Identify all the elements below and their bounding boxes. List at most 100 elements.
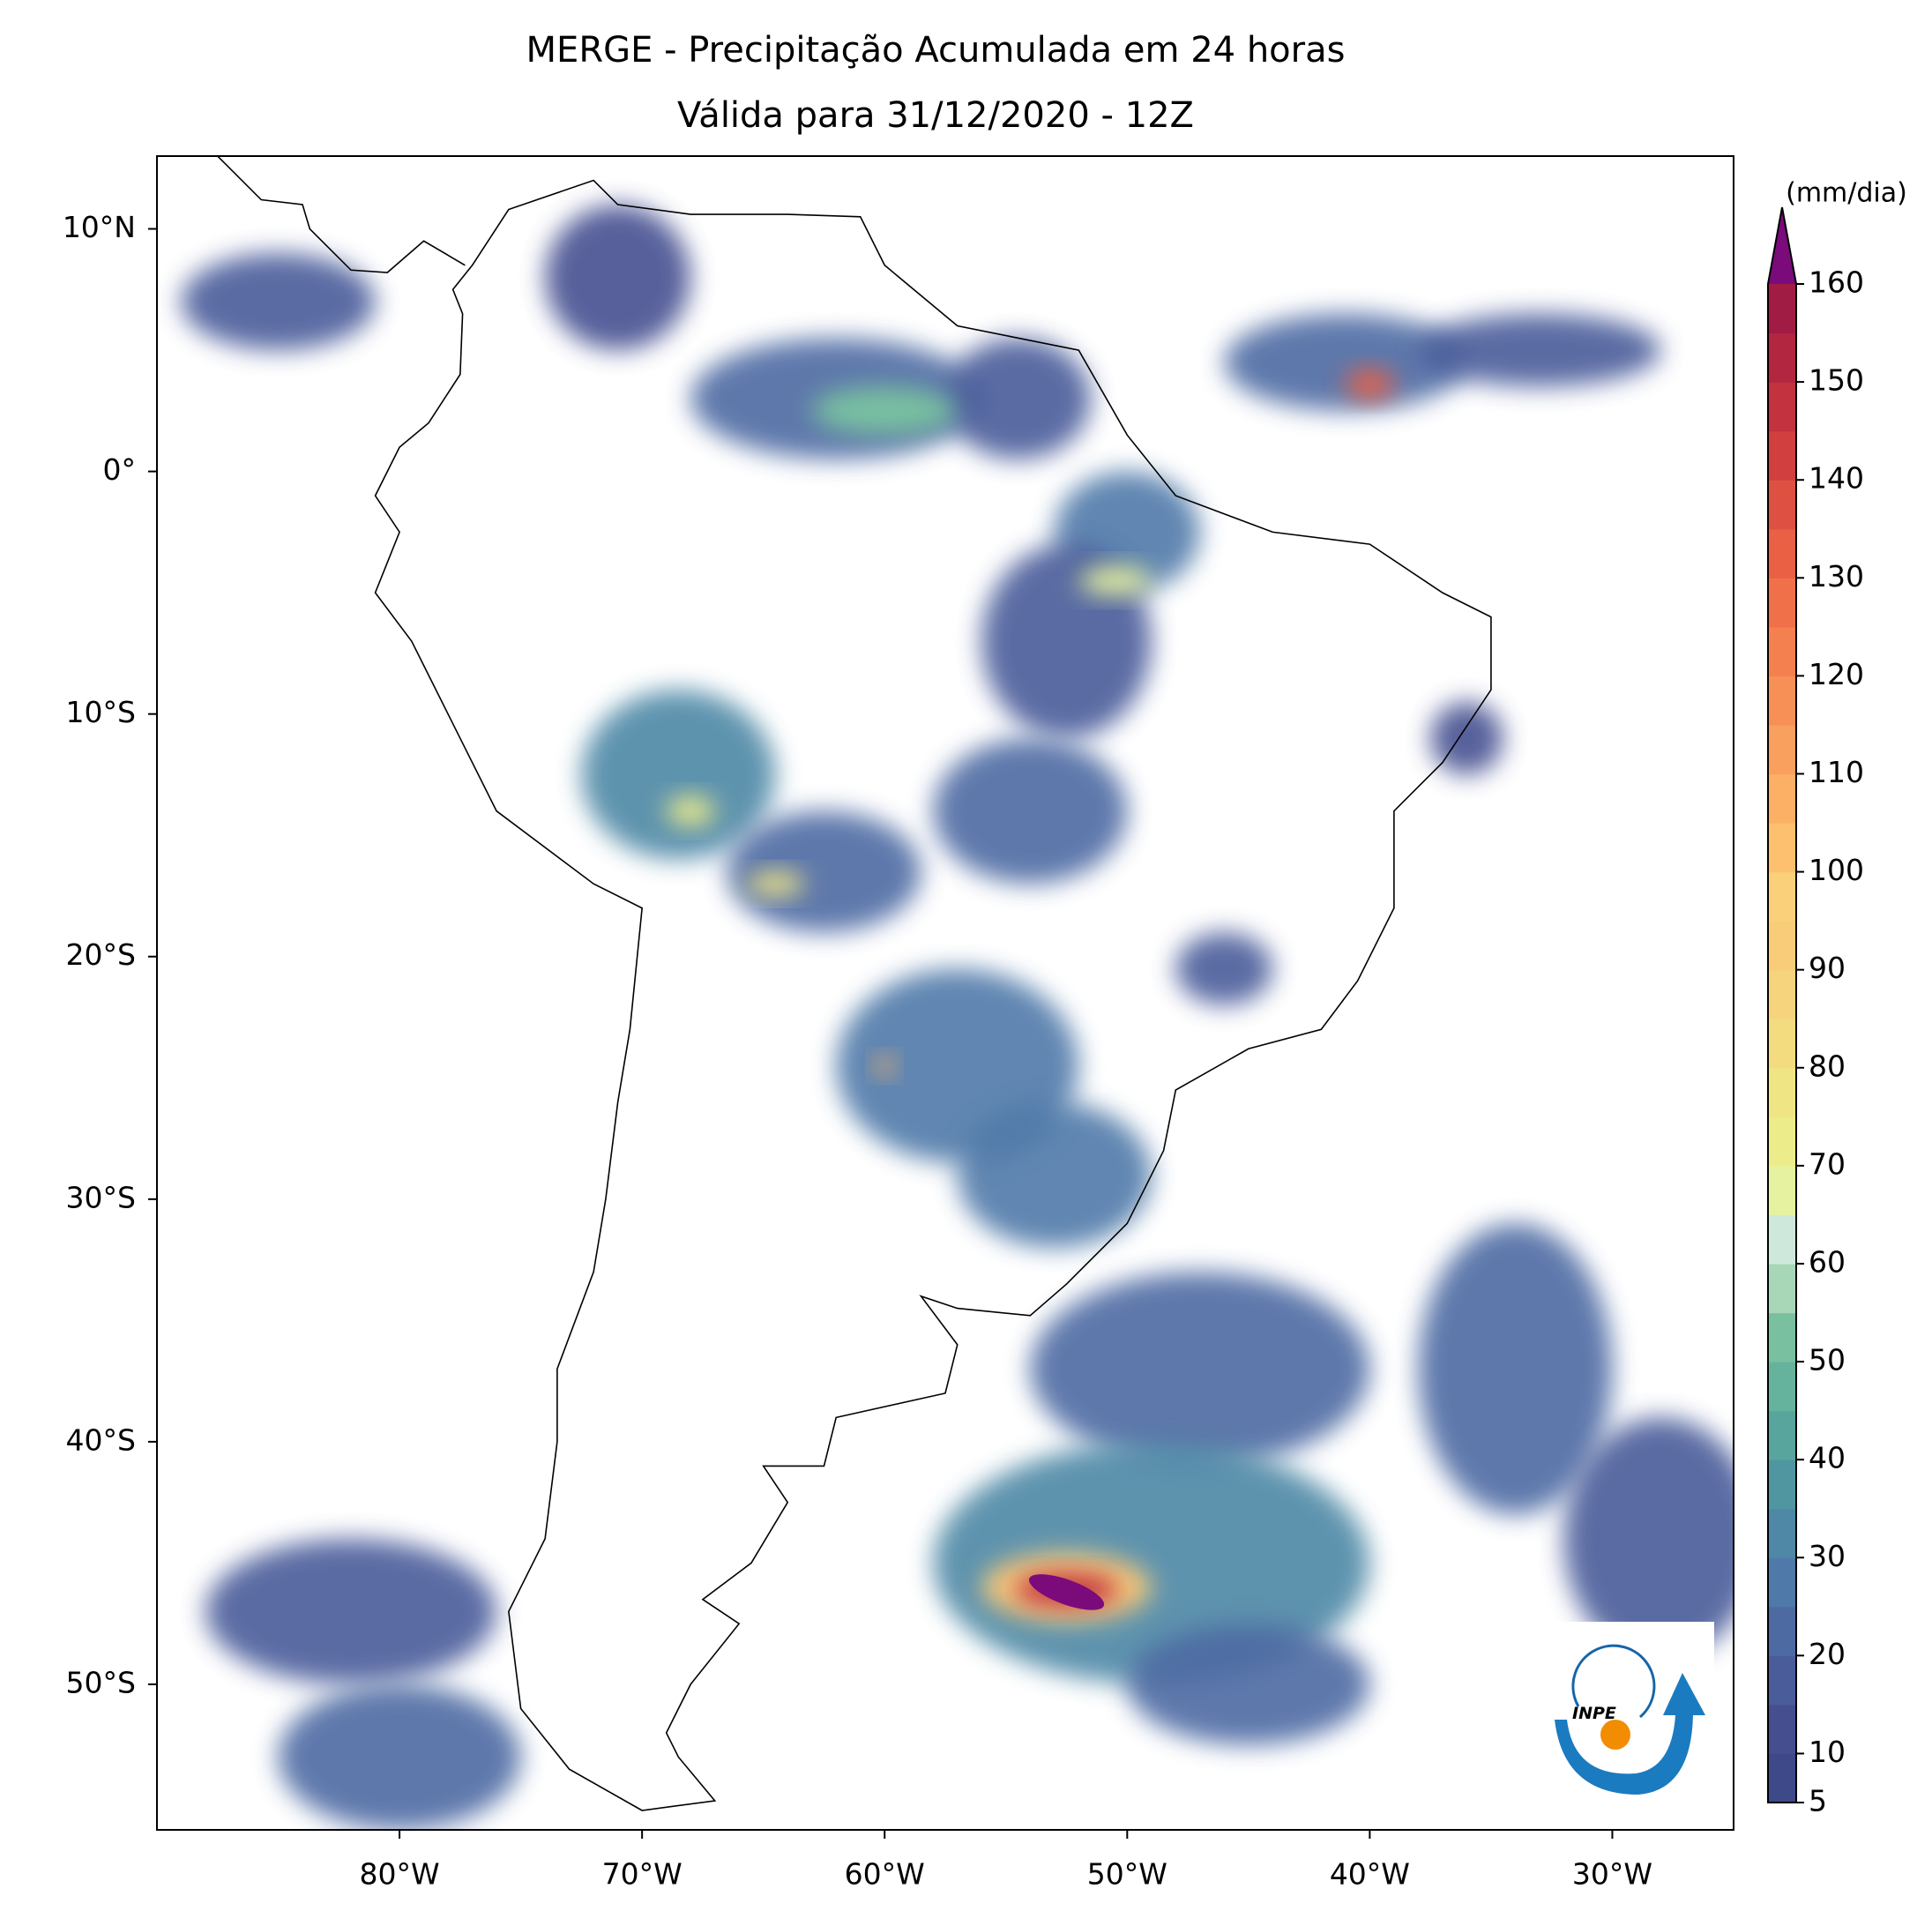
y-tick-label: 30°S — [66, 1180, 136, 1214]
central-america-outline — [213, 156, 466, 273]
precip-core — [1078, 565, 1152, 595]
precip-area — [1418, 313, 1661, 387]
colorbar-band — [1768, 1116, 1796, 1167]
precip-core — [666, 796, 715, 826]
colorbar-tick-label: 40 — [1809, 1441, 1846, 1475]
colorbar-band — [1768, 1019, 1796, 1069]
colorbar-band — [1768, 1655, 1796, 1706]
colorbar-label: (mm/dia) — [1786, 178, 1907, 209]
colorbar-frame — [1767, 206, 1797, 1803]
colorbar-band — [1768, 773, 1796, 824]
y-tick-label: 0° — [103, 452, 137, 487]
logo-text: INPE — [1572, 1704, 1616, 1723]
colorbar-tick-label: 120 — [1809, 657, 1864, 691]
colorbar-tick-label: 150 — [1809, 363, 1864, 398]
y-tick-label: 50°S — [66, 1665, 136, 1699]
colorbar-tick-label: 30 — [1809, 1539, 1846, 1573]
x-tick-label: 40°W — [1330, 1857, 1410, 1892]
colorbar-tick-label: 5 — [1809, 1784, 1827, 1818]
precip-area — [1418, 1223, 1613, 1515]
precip-area — [727, 810, 921, 933]
colorbar-tick-label: 20 — [1809, 1637, 1846, 1671]
logo-arrow — [1555, 1673, 1705, 1795]
colorbar-band — [1768, 528, 1796, 579]
precip-peak — [1028, 1574, 1105, 1610]
colorbar-band — [1768, 1362, 1796, 1412]
precip-area — [1127, 1624, 1370, 1745]
colorbar-tick-label: 60 — [1809, 1244, 1846, 1279]
precip-area — [205, 1538, 497, 1684]
colorbar-band — [1768, 1410, 1796, 1460]
y-tick-label: 10°S — [66, 695, 136, 729]
colorbar-band — [1768, 626, 1796, 676]
precip-area — [957, 1101, 1152, 1248]
x-tick-label: 60°W — [845, 1857, 925, 1892]
chart-subtitle: Válida para 31/12/2020 - 12Z — [677, 95, 1194, 136]
colorbar-band — [1768, 1753, 1796, 1803]
colorbar-band — [1768, 1459, 1796, 1510]
logo: INPE — [1528, 1622, 1714, 1808]
colorbar-band — [1768, 1165, 1796, 1216]
x-tick-label: 80°W — [360, 1857, 440, 1892]
precipitation-field — [181, 205, 1734, 1830]
precip-area — [933, 738, 1128, 885]
precip-area — [581, 690, 776, 860]
coastline — [213, 156, 1492, 1811]
precip-area — [945, 338, 1092, 459]
chart-title: MERGE - Precipitação Acumulada em 24 hor… — [526, 30, 1346, 71]
precip-area — [1563, 1417, 1734, 1661]
colorbar-band — [1768, 1606, 1796, 1656]
x-tick-label: 70°W — [602, 1857, 683, 1892]
colorbar-tick-label: 70 — [1809, 1146, 1846, 1181]
y-tick-label: 20°S — [66, 937, 136, 972]
colorbar-band — [1768, 1214, 1796, 1265]
colorbar-tick-label: 160 — [1809, 265, 1864, 300]
y-tick-label: 40°S — [66, 1422, 136, 1457]
precip-area — [1030, 1272, 1370, 1467]
colorbar-extend — [1768, 207, 1796, 284]
colorbar-band — [1768, 1263, 1796, 1314]
precip-area — [1224, 313, 1467, 411]
colorbar-band — [1768, 969, 1796, 1019]
precip-core — [1345, 370, 1394, 399]
precip-area — [545, 205, 691, 351]
colorbar-tick-label: 80 — [1809, 1049, 1846, 1083]
colorbar-tick-label: 110 — [1809, 755, 1864, 789]
x-tick-label: 50°W — [1087, 1857, 1167, 1892]
colorbar-band — [1768, 1312, 1796, 1362]
precip-core — [746, 871, 805, 896]
colorbar-band — [1768, 430, 1796, 481]
colorbar-band — [1768, 724, 1796, 775]
colorbar-band — [1768, 676, 1796, 726]
colorbar-tick-label: 90 — [1809, 951, 1846, 985]
x-tick-label: 30°W — [1572, 1857, 1652, 1892]
colorbar-band — [1768, 332, 1796, 383]
precip-core — [875, 1056, 895, 1076]
colorbar-band — [1768, 871, 1796, 922]
colorbar-tick-label: 50 — [1809, 1343, 1846, 1377]
precip-area — [278, 1683, 521, 1830]
colorbar-band — [1768, 921, 1796, 971]
colorbar-band — [1768, 284, 1796, 334]
colorbar-band — [1768, 1557, 1796, 1608]
colorbar-tick-label: 130 — [1809, 559, 1864, 593]
colorbar-band — [1768, 1508, 1796, 1558]
continent-outline — [374, 179, 1492, 1811]
logo-dot — [1600, 1720, 1630, 1750]
map-frame — [156, 155, 1734, 1831]
logo-orbit — [1571, 1644, 1656, 1719]
precip-area — [1430, 701, 1503, 775]
colorbar-tick-label: 10 — [1809, 1735, 1846, 1769]
colorbar-tick-label: 140 — [1809, 461, 1864, 496]
colorbar-band — [1768, 480, 1796, 530]
precip-core — [811, 386, 958, 436]
y-tick-label: 10°N — [63, 210, 136, 244]
precip-area — [181, 253, 376, 351]
colorbar-band — [1768, 1704, 1796, 1755]
colorbar-band — [1768, 382, 1796, 432]
colorbar-band — [1768, 578, 1796, 628]
colorbar-band — [1768, 823, 1796, 873]
colorbar-band — [1768, 1067, 1796, 1117]
precip-area — [1175, 932, 1273, 1005]
